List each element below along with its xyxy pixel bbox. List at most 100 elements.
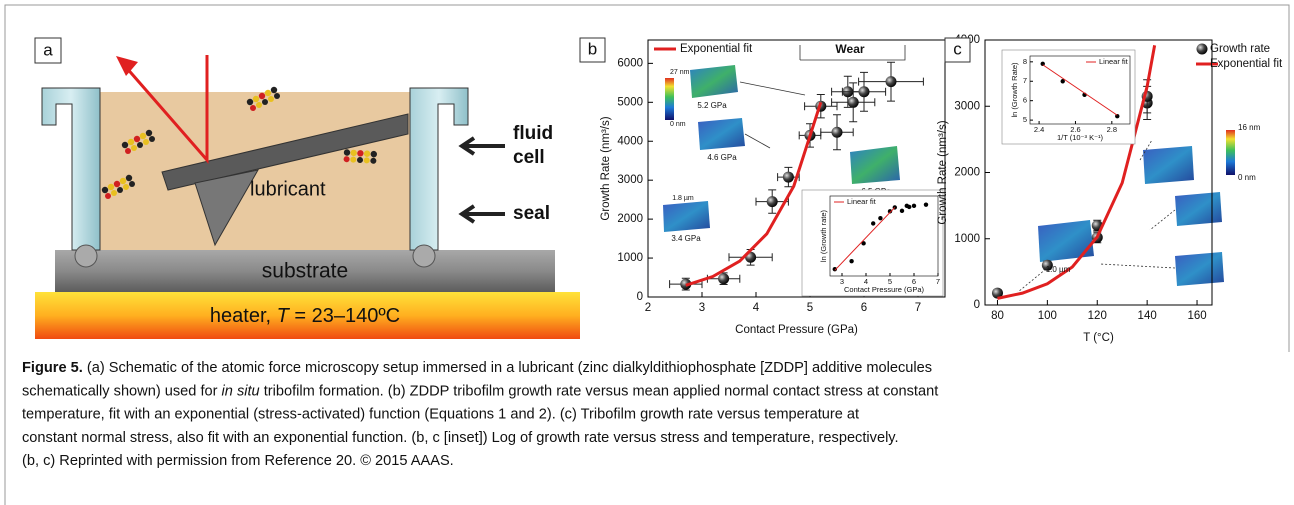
annotation: 0 nm: [1238, 173, 1256, 182]
x-tick-label: 2.6: [1070, 125, 1080, 134]
data-point: [904, 203, 909, 209]
cantilever: [161, 113, 409, 191]
afm-image: [690, 65, 738, 98]
y-tick-label: 6: [1023, 96, 1027, 105]
x-tick-label: 5: [888, 277, 892, 286]
data-point: [1040, 61, 1045, 66]
seal-ring: [74, 244, 98, 268]
data-point: [782, 171, 794, 183]
x-tick-label: 6: [912, 277, 916, 286]
heater-label: heater, T = 23–140ºC: [210, 305, 400, 327]
y-tick-label: 7: [1023, 76, 1027, 85]
y-tick-label: 5: [1023, 115, 1027, 124]
caption-text: tribofilm formation. (b) ZDDP tribofilm …: [260, 383, 939, 399]
annotation: 0 nm: [670, 121, 686, 128]
x-axis-label: 1/T (10⁻³ K⁻¹): [1057, 133, 1104, 142]
data-point: [871, 221, 876, 226]
colorbar: [665, 78, 674, 120]
data-point: [1041, 259, 1053, 271]
afm-images: [663, 45, 1235, 293]
panel-label-box: [579, 37, 606, 63]
data-point: [718, 273, 730, 285]
y-axis-label: Growth Rate (nm³/s): [937, 120, 949, 224]
legend-swatch: [1196, 43, 1208, 55]
fit-line: [1042, 64, 1118, 116]
x-axis-label: Contact Pressure (GPa): [735, 324, 858, 336]
y-tick-label: 2000: [954, 167, 980, 179]
data-point: [1060, 79, 1065, 84]
data-point: [887, 209, 893, 214]
data-point: [861, 241, 866, 246]
data-point: [1115, 114, 1120, 119]
annotation: 16 nm: [1238, 123, 1261, 132]
y-tick-label: 4000: [617, 135, 643, 147]
afm-image: [1038, 220, 1094, 262]
caption-text: schematically shown) used for: [22, 383, 222, 399]
fluid-cell-label: fluid: [513, 123, 553, 144]
y-tick-label: 3000: [954, 100, 980, 112]
y-tick-label: 5000: [617, 96, 643, 108]
caption-line: (b, c) Reprinted with permission from Re…: [22, 453, 454, 469]
data-point: [847, 96, 859, 108]
legend-label: Exponential fit: [680, 43, 753, 55]
caption-line: constant normal stress, also fit with an…: [22, 430, 899, 446]
caption-text: temperature, fit with an exponential (st…: [22, 406, 859, 422]
chart: 2.4 2.6 2.8 5 6 7 8 1/T (10⁻³ K⁻¹) ln (Growth Ra…: [1001, 49, 1136, 145]
caption-line: Figure 5. (a) Schematic of the atomic fo…: [22, 360, 932, 376]
y-tick-label: 0: [637, 291, 643, 303]
data-point: [766, 196, 778, 208]
tip: [194, 169, 259, 247]
inset-background: [1001, 49, 1136, 145]
fluid-cell-label: cell: [513, 147, 545, 168]
x-tick-label: 2.4: [1034, 125, 1044, 134]
annotation: 4.6 GPa: [707, 153, 737, 162]
chart: 8010012014016001000200030004000T (°C)Gro…: [937, 34, 1283, 344]
plot-frame: [647, 39, 946, 298]
caption-text: in situ: [222, 383, 260, 399]
laser-arrowhead: [116, 56, 138, 76]
laser: [123, 55, 209, 165]
annotation: 5.2 GPa: [697, 101, 727, 110]
x-axis-label: Contact Pressure (GPa): [844, 285, 925, 294]
legend-label: Exponential fit: [1210, 58, 1283, 70]
panel-label: c: [953, 39, 962, 58]
data-point: [849, 258, 854, 264]
x-tick-label: 80: [991, 310, 1004, 322]
data-point: [831, 126, 843, 138]
plot-frame: [829, 195, 939, 277]
panel-label: a: [43, 40, 53, 59]
y-axis-label: ln (Growth rate): [819, 209, 828, 262]
annotation: 3.4 GPa: [671, 234, 701, 243]
y-tick-label: 2000: [617, 213, 643, 225]
fit-line: [834, 207, 896, 271]
y-tick-label: 6000: [617, 57, 643, 69]
annotation: 1.0 µm: [1046, 265, 1071, 274]
figure-frame: [4, 4, 1290, 505]
afm-image: [850, 146, 900, 184]
caption-line: schematically shown) used for in situ tr…: [22, 383, 938, 399]
data-point: [991, 287, 1003, 299]
pointer: [739, 45, 906, 149]
seal-ring: [412, 244, 436, 268]
legend-label: Growth rate: [1210, 43, 1270, 55]
colorbar: [1226, 130, 1235, 175]
legend-label: Linear fit: [847, 197, 877, 206]
data-point: [832, 266, 837, 272]
fit-line: [685, 101, 823, 287]
x-tick-label: 160: [1187, 310, 1206, 322]
caption-text: (a) Schematic of the atomic force micros…: [83, 360, 932, 376]
afm-image: [663, 201, 710, 232]
afm-image: [1175, 252, 1224, 286]
x-tick-label: 3: [840, 277, 844, 286]
caption-line: temperature, fit with an exponential (st…: [22, 406, 859, 422]
x-tick-label: 7: [936, 277, 940, 286]
y-axis-label: ln (Growth Rate): [1010, 62, 1019, 118]
substrate-label: substrate: [262, 260, 348, 283]
caption-text: constant normal stress, also fit with an…: [22, 430, 899, 446]
x-axis-label: T (°C): [1083, 332, 1114, 344]
afm-image: [1143, 146, 1194, 184]
x-tick-label: 100: [1038, 310, 1057, 322]
lubricant-label: lubricant: [250, 178, 326, 200]
